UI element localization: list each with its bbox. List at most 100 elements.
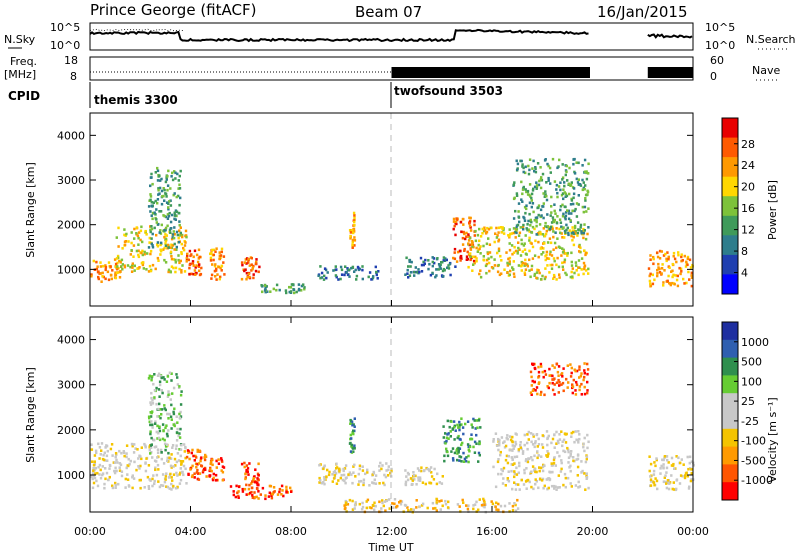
data-cell <box>529 275 532 279</box>
data-cell <box>164 215 168 219</box>
data-cell <box>241 490 245 493</box>
data-cell <box>655 457 658 460</box>
data-cell <box>109 265 112 268</box>
data-cell <box>513 245 516 249</box>
data-cell <box>586 193 589 196</box>
data-cell <box>414 266 417 269</box>
data-cell <box>561 236 564 239</box>
data-cell <box>691 263 694 267</box>
data-cell <box>393 502 396 506</box>
data-cell <box>158 231 161 234</box>
data-cell <box>577 183 580 186</box>
data-cell <box>521 192 524 196</box>
data-cell <box>540 455 543 458</box>
data-cell <box>541 443 544 446</box>
data-cell <box>493 264 497 267</box>
data-cell <box>550 254 554 257</box>
data-cell <box>166 412 169 416</box>
data-cell <box>537 255 540 259</box>
data-cell <box>541 469 545 473</box>
data-cell <box>232 493 235 497</box>
data-cell <box>404 273 407 276</box>
data-cell <box>149 252 152 256</box>
data-cell <box>658 249 662 253</box>
data-cell <box>175 248 178 251</box>
data-cell <box>514 236 517 239</box>
data-cell <box>169 472 172 476</box>
data-cell <box>455 449 458 452</box>
data-cell <box>368 484 371 487</box>
data-cell <box>545 181 548 184</box>
data-cell <box>151 456 154 459</box>
data-cell <box>252 264 255 268</box>
data-cell <box>173 422 177 426</box>
data-cell <box>672 488 676 491</box>
data-cell <box>536 450 539 453</box>
data-cell <box>360 507 364 511</box>
data-cell <box>204 468 207 471</box>
data-cell <box>450 420 453 423</box>
data-cell <box>584 488 587 491</box>
data-cell <box>151 263 155 267</box>
data-cell <box>574 207 577 211</box>
x-axis-label: Time UT <box>367 541 413 554</box>
data-cell <box>570 450 573 453</box>
data-cell <box>164 237 168 241</box>
data-cell <box>135 468 138 472</box>
data-cell <box>418 270 421 274</box>
data-cell <box>572 456 575 459</box>
data-cell <box>496 444 499 447</box>
data-cell <box>467 504 470 507</box>
data-cell <box>212 253 215 257</box>
data-cell <box>433 467 436 471</box>
data-cell <box>160 189 164 193</box>
data-cell <box>175 195 178 199</box>
data-cell <box>373 501 376 505</box>
data-cell <box>365 500 368 503</box>
data-cell <box>114 483 117 487</box>
data-cell <box>528 239 531 242</box>
data-cell <box>575 458 578 461</box>
data-cell <box>344 265 347 268</box>
data-cell <box>264 497 267 501</box>
data-cell <box>420 270 424 273</box>
data-cell <box>562 248 565 252</box>
data-cell <box>672 251 676 255</box>
data-cell <box>131 266 134 269</box>
data-cell <box>553 433 556 436</box>
data-cell <box>550 221 554 224</box>
data-cell <box>357 472 360 476</box>
data-cell <box>573 271 576 275</box>
data-cell <box>524 234 527 237</box>
data-cell <box>111 486 115 490</box>
data-cell <box>571 383 574 386</box>
data-cell <box>95 260 98 264</box>
data-cell <box>539 208 543 212</box>
data-cell <box>220 457 223 460</box>
data-cell <box>175 471 178 475</box>
data-cell <box>179 410 182 414</box>
data-cell <box>119 463 123 467</box>
data-cell <box>222 255 226 258</box>
data-cell <box>166 395 170 398</box>
data-cell <box>156 437 159 440</box>
data-cell <box>253 475 256 478</box>
data-cell <box>527 438 530 441</box>
data-cell <box>340 268 344 272</box>
data-cell <box>532 435 535 438</box>
data-cell <box>580 268 583 271</box>
data-cell <box>531 379 534 383</box>
data-cell <box>406 506 409 509</box>
data-cell <box>175 245 178 249</box>
data-cell <box>514 249 518 253</box>
data-cell <box>275 288 278 292</box>
data-cell <box>566 179 569 182</box>
data-cell <box>351 431 354 434</box>
data-cell <box>444 502 448 506</box>
data-cell <box>472 259 476 263</box>
data-cell <box>587 267 590 271</box>
data-cell <box>499 450 502 454</box>
data-cell <box>361 277 364 281</box>
data-cell <box>353 417 356 420</box>
